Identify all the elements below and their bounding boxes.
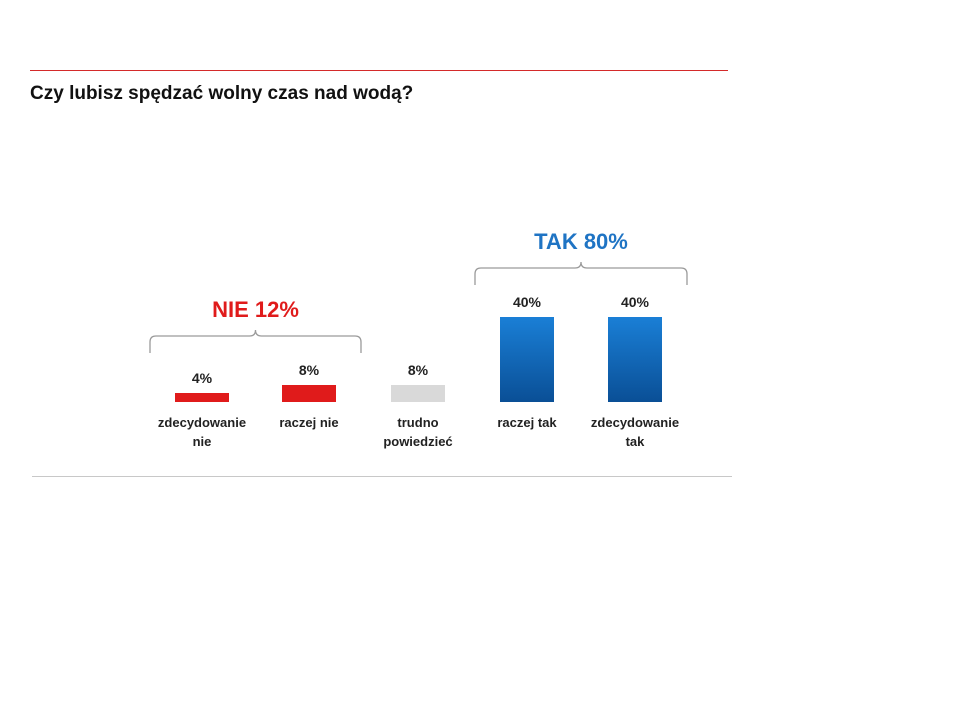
group-brace-0 bbox=[149, 329, 362, 353]
bottom-divider bbox=[32, 476, 732, 477]
top-divider bbox=[30, 70, 728, 71]
category-label-1: raczej nie bbox=[279, 415, 338, 430]
category-label-2: trudno powiedzieć bbox=[383, 415, 452, 449]
bar-0 bbox=[175, 393, 229, 402]
bar-value-label-3: 40% bbox=[513, 294, 542, 310]
category-label-4: zdecydowanie tak bbox=[591, 415, 679, 449]
bar-2 bbox=[391, 385, 445, 402]
bar-3 bbox=[500, 317, 554, 402]
group-brace-1 bbox=[474, 261, 688, 285]
category-label-0: zdecydowanie nie bbox=[158, 415, 246, 449]
bar-value-label-2: 8% bbox=[408, 362, 429, 378]
chart-title: Czy lubisz spędzać wolny czas nad wodą? bbox=[30, 83, 414, 104]
bar-4 bbox=[608, 317, 662, 402]
group-label-0: NIE 12% bbox=[212, 297, 299, 322]
category-label-3: raczej tak bbox=[497, 415, 557, 430]
bar-1 bbox=[282, 385, 336, 402]
bar-value-label-0: 4% bbox=[192, 370, 213, 386]
group-label-1: TAK 80% bbox=[534, 229, 628, 254]
bar-value-label-4: 40% bbox=[621, 294, 650, 310]
bar-value-label-1: 8% bbox=[299, 362, 320, 378]
